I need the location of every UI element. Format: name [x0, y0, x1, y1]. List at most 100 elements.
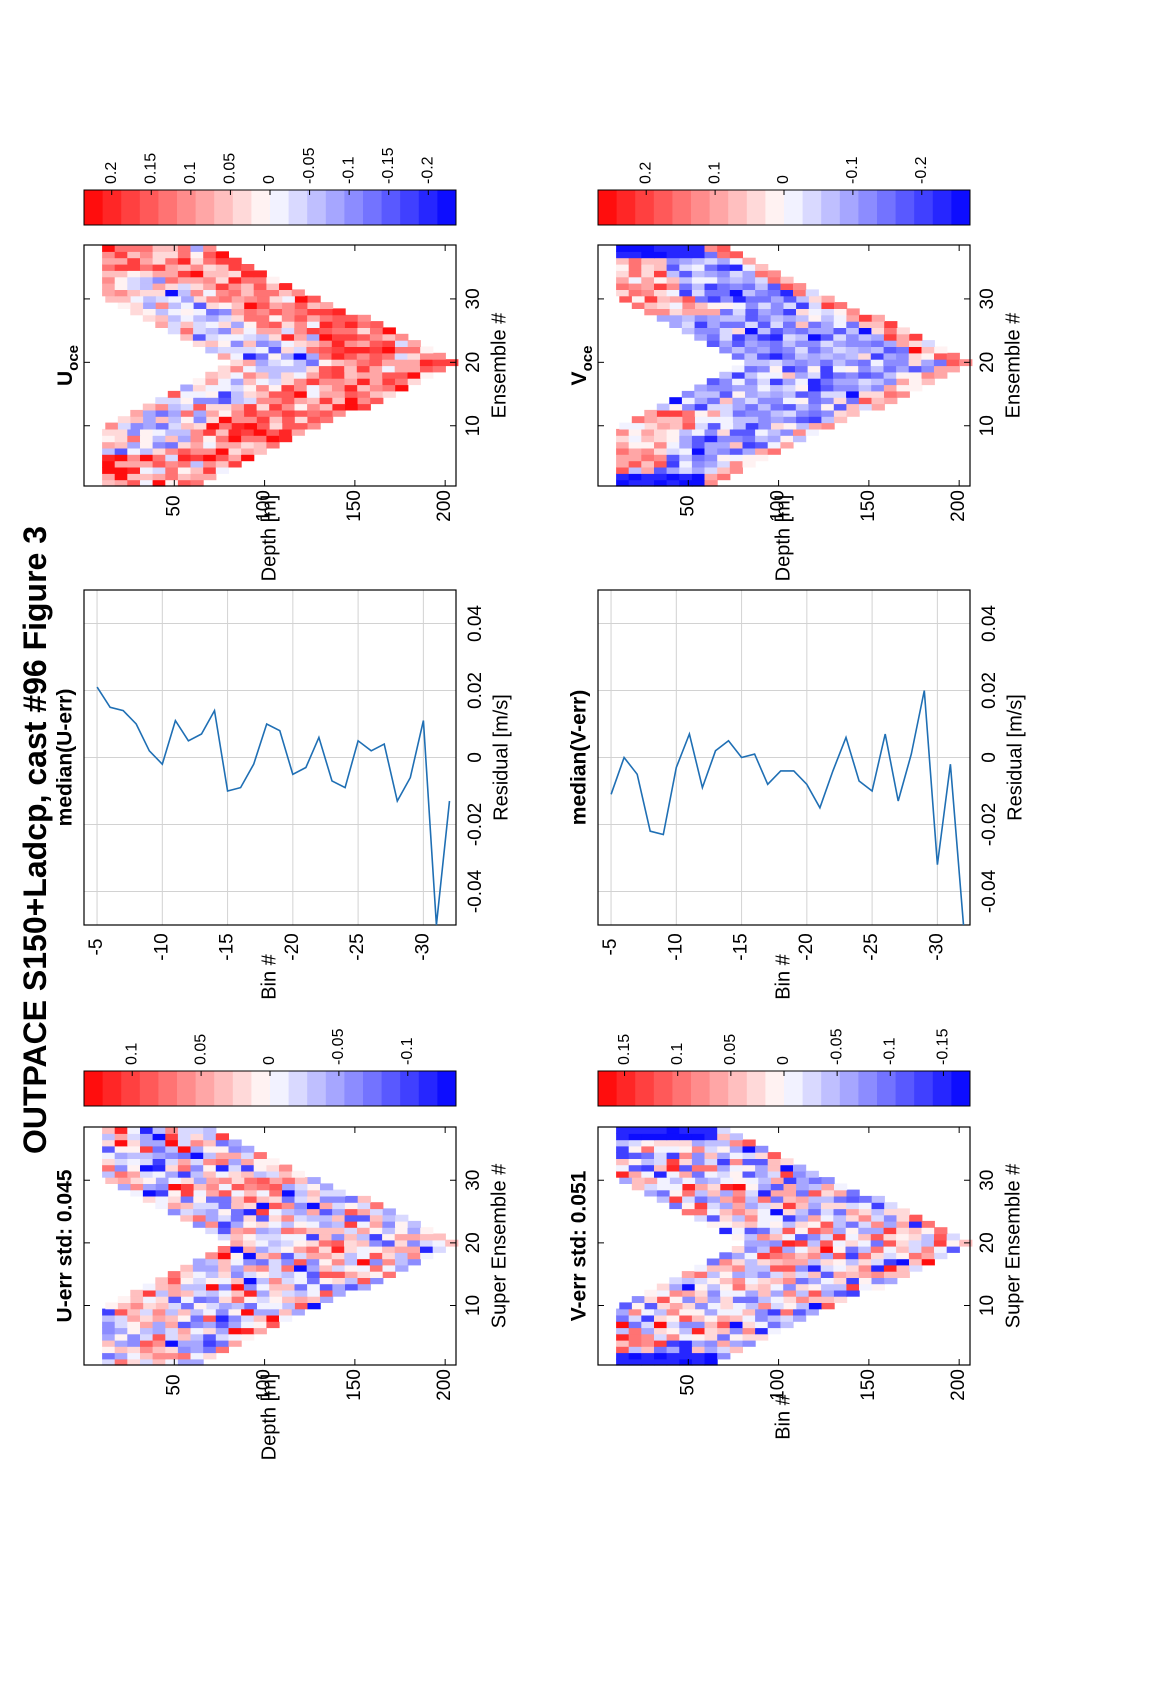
- heatmap-cell: [679, 1321, 693, 1329]
- heatmap-cell: [679, 283, 693, 290]
- heatmap-cell: [656, 1189, 671, 1197]
- heatmap-cell: [654, 264, 668, 271]
- heatmap-cell: [717, 441, 731, 449]
- heatmap-cell: [127, 467, 141, 474]
- heatmap-cell: [257, 295, 271, 303]
- heatmap-cell: [102, 289, 116, 297]
- heatmap-cell: [782, 346, 796, 354]
- panel-title: Voce: [568, 346, 596, 386]
- heatmap-cell: [742, 1314, 756, 1322]
- heatmap-cell: [281, 1277, 295, 1285]
- heatmap-cell: [203, 264, 217, 271]
- heatmap-cell: [218, 416, 233, 424]
- heatmap-cell: [805, 289, 819, 297]
- heatmap-cell: [732, 1189, 746, 1197]
- heatmap-cell: [228, 460, 242, 468]
- heatmap-cell: [783, 1195, 797, 1203]
- heatmap-cell: [679, 245, 693, 252]
- heatmap-cell: [331, 1227, 345, 1235]
- heatmap-cell: [821, 409, 835, 417]
- heatmap-cell: [357, 1252, 371, 1260]
- heatmap-cell: [241, 428, 255, 436]
- heatmap-cell: [203, 251, 217, 259]
- bin-tick-label: -25: [347, 933, 368, 960]
- heatmap-cell: [114, 441, 128, 449]
- heatmap-cell: [641, 473, 655, 481]
- heatmap-cell: [256, 314, 270, 322]
- heatmap-cell: [921, 1258, 935, 1266]
- heatmap-cell: [796, 295, 810, 303]
- heatmap-cell: [165, 257, 179, 265]
- heatmap-cell: [896, 1252, 910, 1260]
- heatmap-cell: [218, 340, 232, 347]
- heatmap-cell: [732, 340, 746, 347]
- heatmap-cell: [707, 327, 721, 335]
- heatmap-cell: [344, 390, 358, 398]
- heatmap-cell: [332, 327, 346, 335]
- heatmap-cell: [820, 1227, 834, 1235]
- heatmap-cell: [356, 1246, 370, 1253]
- heatmap-cell: [783, 1283, 797, 1291]
- colorbar-swatch: [616, 190, 636, 225]
- heatmap-cell: [641, 1158, 655, 1166]
- heatmap-cell: [268, 1239, 282, 1247]
- heatmap-cell: [780, 289, 794, 297]
- heatmap-cell: [691, 467, 706, 474]
- heatmap-cell: [206, 1283, 220, 1291]
- heatmap-cell: [331, 352, 345, 360]
- colorbar-swatch: [400, 1071, 420, 1106]
- heatmap-cell: [102, 1339, 116, 1347]
- heatmap-cell: [219, 295, 233, 303]
- heatmap-cell: [679, 435, 693, 443]
- heatmap-cell: [782, 1271, 797, 1278]
- heatmap-cell: [243, 1264, 257, 1272]
- heatmap-cell: [268, 352, 282, 360]
- heatmap-cell: [281, 365, 295, 373]
- heatmap-cell: [719, 384, 733, 392]
- heatmap-cell: [833, 340, 847, 347]
- heatmap-cell: [921, 1252, 935, 1260]
- heatmap-cell: [757, 365, 771, 373]
- heatmap-cell: [215, 467, 229, 474]
- heatmap-cell: [657, 1296, 671, 1303]
- heatmap-cell: [217, 352, 231, 360]
- heatmap-cell: [269, 295, 283, 303]
- heatmap-cell: [155, 403, 169, 411]
- heatmap-cell: [357, 390, 371, 398]
- heatmap-cell: [177, 1139, 192, 1147]
- heatmap-cell: [832, 1233, 847, 1241]
- u_oce-heatmap: [102, 245, 459, 487]
- heatmap-cell: [320, 416, 334, 424]
- heatmap-cell: [695, 422, 709, 430]
- heatmap-cell: [177, 460, 192, 468]
- heatmap-cell: [641, 454, 655, 462]
- heatmap-cell: [820, 352, 834, 360]
- colorbar-tick-label: 0.1: [669, 1043, 686, 1065]
- heatmap-cell: [846, 1208, 860, 1216]
- heatmap-cell: [130, 1296, 144, 1303]
- heatmap-cell: [140, 479, 154, 487]
- heatmap-cell: [332, 384, 346, 392]
- heatmap-cell: [306, 1233, 320, 1241]
- heatmap-cell: [808, 321, 822, 328]
- heatmap-cell: [744, 365, 758, 373]
- colorbar-swatch: [821, 1071, 841, 1106]
- heatmap-cell: [796, 308, 810, 316]
- heatmap-cell: [230, 1252, 244, 1260]
- heatmap-cell: [757, 1220, 771, 1228]
- heatmap-cell: [871, 371, 885, 379]
- heatmap-cell: [704, 1352, 718, 1360]
- heatmap-cell: [744, 346, 758, 354]
- heatmap-cell: [190, 467, 204, 474]
- heatmap-cell: [704, 1164, 718, 1172]
- heatmap-cell: [883, 1214, 898, 1222]
- heatmap-cell: [758, 295, 772, 303]
- heatmap-cell: [757, 384, 771, 392]
- colorbar-swatch: [195, 190, 215, 225]
- heatmap-cell: [755, 435, 769, 443]
- heatmap-cell: [808, 1302, 823, 1310]
- heatmap-cell: [720, 314, 734, 322]
- v_err-heatmap: [616, 1127, 973, 1366]
- heatmap-cell: [694, 321, 708, 328]
- heatmap-cell: [794, 359, 808, 367]
